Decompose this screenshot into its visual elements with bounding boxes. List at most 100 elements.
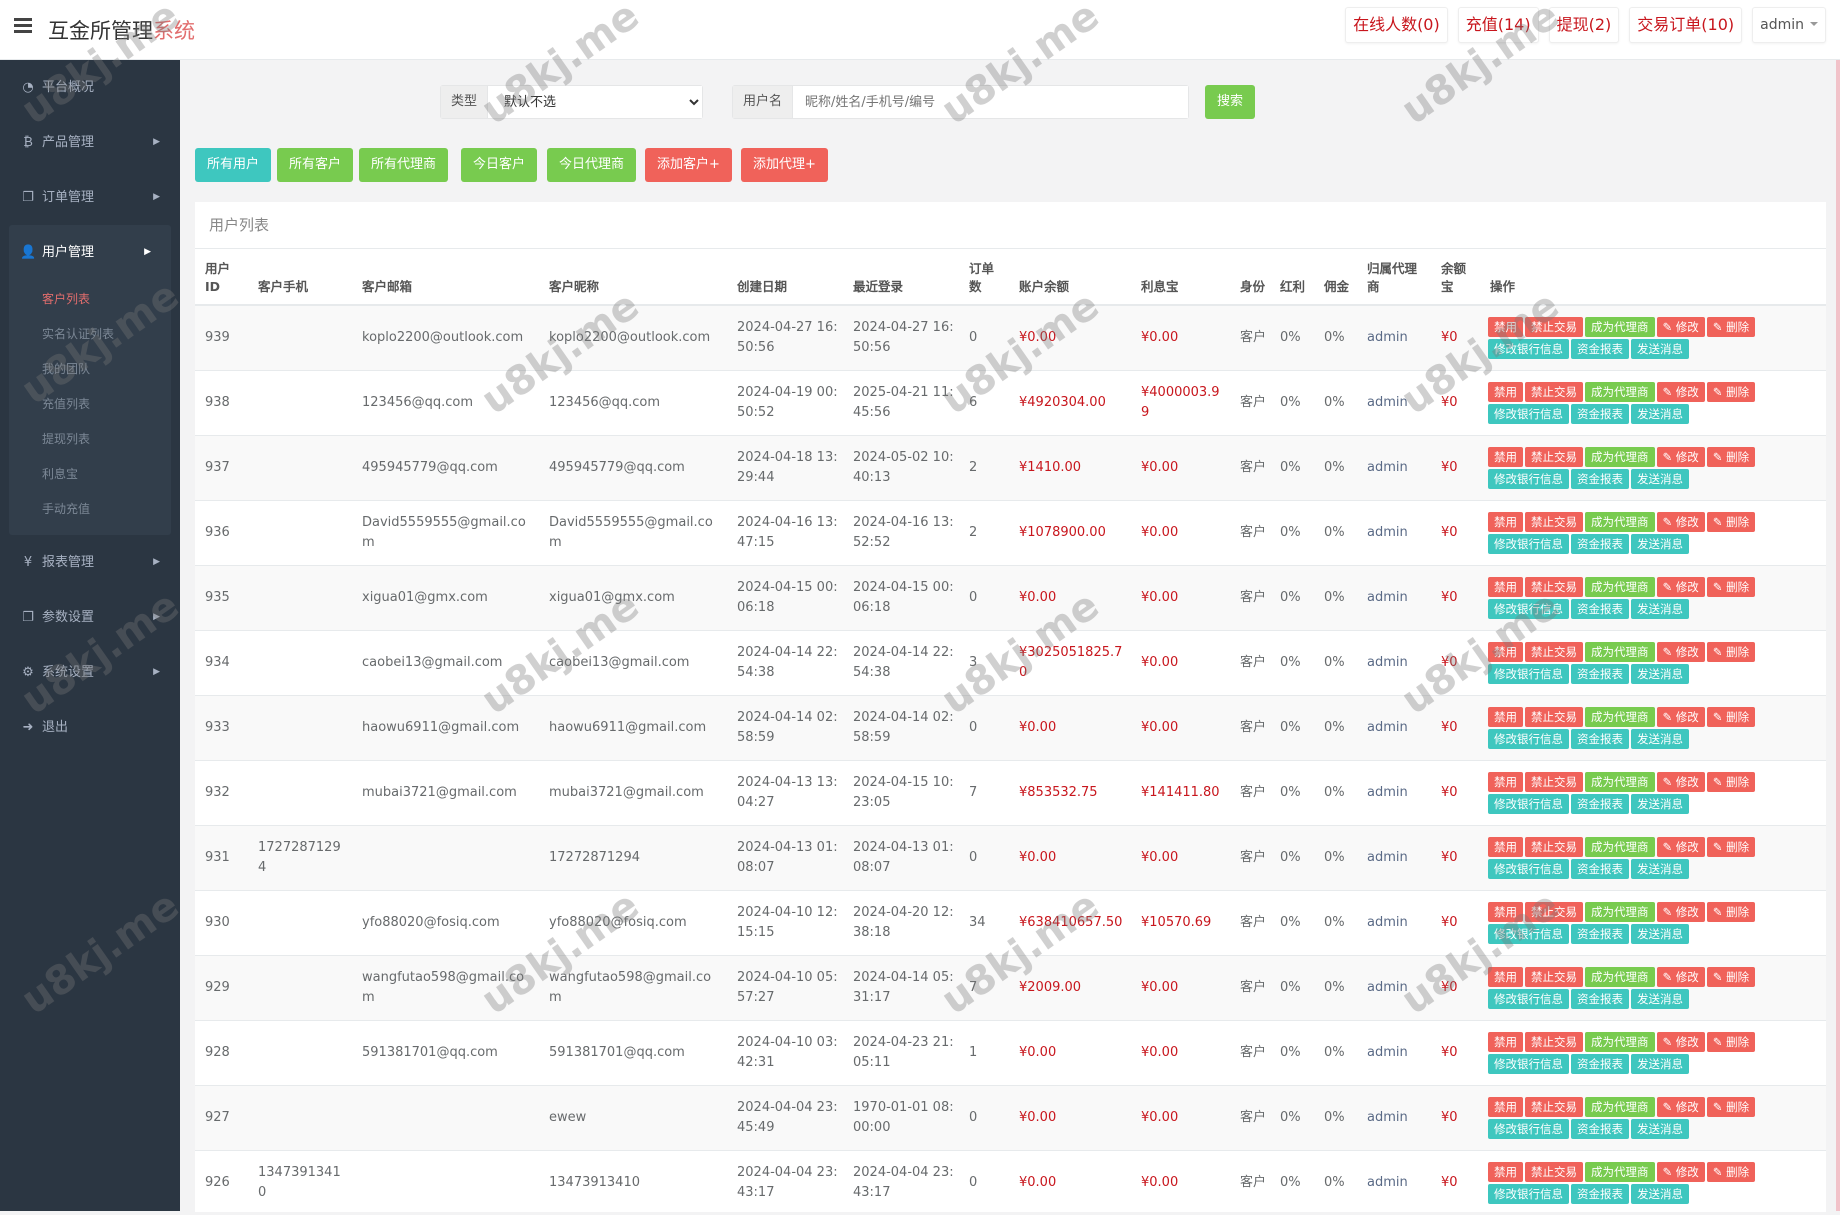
action-button[interactable]: 发送消息 <box>1631 403 1689 424</box>
action-button[interactable]: 发送消息 <box>1631 533 1689 554</box>
action-button[interactable]: 发送消息 <box>1631 1053 1689 1074</box>
action-button[interactable]: 禁用 <box>1488 836 1523 857</box>
action-button[interactable]: 修改银行信息 <box>1488 403 1569 424</box>
filter-button[interactable]: 今日客户 <box>461 148 538 182</box>
sidebar-item[interactable]: ❐ 订单管理 ▶ <box>0 170 180 225</box>
action-button[interactable]: ✎ 删除 <box>1706 446 1756 467</box>
action-button[interactable]: 成为代理商 <box>1585 316 1655 337</box>
filter-button[interactable]: 所有客户 <box>277 148 354 182</box>
action-button[interactable]: 修改银行信息 <box>1488 793 1569 814</box>
sidebar-item[interactable]: ₿ 产品管理 ▶ <box>0 115 180 170</box>
action-button[interactable]: 修改银行信息 <box>1488 663 1569 684</box>
action-button[interactable]: 资金报表 <box>1571 793 1629 814</box>
action-button[interactable]: ✎ 修改 <box>1656 641 1705 662</box>
scrollbar[interactable] <box>1836 60 1840 1211</box>
action-button[interactable]: 禁用 <box>1488 576 1523 597</box>
action-button[interactable]: 发送消息 <box>1631 988 1689 1009</box>
action-button[interactable]: ✎ 删除 <box>1706 966 1756 987</box>
action-button[interactable]: 发送消息 <box>1631 468 1689 489</box>
action-button[interactable]: 修改银行信息 <box>1488 1183 1569 1204</box>
action-button[interactable]: 资金报表 <box>1571 728 1629 749</box>
action-button[interactable]: ✎ 修改 <box>1656 511 1705 532</box>
action-button[interactable]: 资金报表 <box>1571 858 1629 879</box>
action-button[interactable]: 成为代理商 <box>1585 1096 1655 1117</box>
action-button[interactable]: ✎ 修改 <box>1656 836 1705 857</box>
action-button[interactable]: 修改银行信息 <box>1488 1053 1569 1074</box>
action-button[interactable]: 成为代理商 <box>1585 446 1655 467</box>
submenu-item[interactable]: 我的团队 <box>42 362 91 376</box>
filter-button[interactable]: 添加客户+ <box>645 148 732 182</box>
action-button[interactable]: 发送消息 <box>1631 728 1689 749</box>
action-button[interactable]: 禁用 <box>1488 771 1523 792</box>
action-button[interactable]: 禁止交易 <box>1525 901 1583 922</box>
action-button[interactable]: 禁用 <box>1488 316 1523 337</box>
submenu-item[interactable]: 利息宝 <box>42 467 79 481</box>
action-button[interactable]: ✎ 修改 <box>1656 901 1705 922</box>
filter-button[interactable]: 今日代理商 <box>547 148 637 182</box>
action-button[interactable]: ✎ 修改 <box>1656 966 1705 987</box>
action-button[interactable]: 禁止交易 <box>1525 771 1583 792</box>
submenu-item[interactable]: 提现列表 <box>42 432 91 446</box>
action-button[interactable]: 资金报表 <box>1571 1118 1629 1139</box>
action-button[interactable]: 资金报表 <box>1571 598 1629 619</box>
action-button[interactable]: ✎ 删除 <box>1706 641 1756 662</box>
action-button[interactable]: ✎ 删除 <box>1706 381 1756 402</box>
action-button[interactable]: 禁止交易 <box>1525 576 1583 597</box>
action-button[interactable]: 资金报表 <box>1571 923 1629 944</box>
action-button[interactable]: 资金报表 <box>1571 533 1629 554</box>
admin-dropdown[interactable]: admin <box>1752 7 1826 43</box>
action-button[interactable]: 禁用 <box>1488 966 1523 987</box>
action-button[interactable]: ✎ 修改 <box>1656 381 1705 402</box>
action-button[interactable]: 成为代理商 <box>1585 511 1655 532</box>
submenu-item[interactable]: 客户列表 <box>42 292 91 306</box>
action-button[interactable]: 成为代理商 <box>1585 1031 1655 1052</box>
action-button[interactable]: 修改银行信息 <box>1488 728 1569 749</box>
filter-button[interactable]: 所有代理商 <box>359 148 449 182</box>
action-button[interactable]: 资金报表 <box>1571 338 1629 359</box>
action-button[interactable]: 修改银行信息 <box>1488 1118 1569 1139</box>
action-button[interactable]: ✎ 删除 <box>1706 316 1756 337</box>
action-button[interactable]: 成为代理商 <box>1585 576 1655 597</box>
action-button[interactable]: 资金报表 <box>1571 468 1629 489</box>
menu-toggle-icon[interactable] <box>14 18 32 34</box>
online-users-button[interactable]: 在线人数(0) <box>1345 7 1448 43</box>
action-button[interactable]: 修改银行信息 <box>1488 858 1569 879</box>
action-button[interactable]: 禁止交易 <box>1525 836 1583 857</box>
action-button[interactable]: 禁用 <box>1488 1031 1523 1052</box>
action-button[interactable]: 资金报表 <box>1571 663 1629 684</box>
action-button[interactable]: ✎ 修改 <box>1656 706 1705 727</box>
action-button[interactable]: 禁用 <box>1488 1161 1523 1182</box>
type-select[interactable]: 默认不选 <box>488 86 702 118</box>
action-button[interactable]: 禁止交易 <box>1525 966 1583 987</box>
action-button[interactable]: 修改银行信息 <box>1488 988 1569 1009</box>
withdraw-button[interactable]: 提现(2) <box>1548 7 1620 43</box>
action-button[interactable]: 禁止交易 <box>1525 706 1583 727</box>
action-button[interactable]: 修改银行信息 <box>1488 338 1569 359</box>
action-button[interactable]: 禁用 <box>1488 1096 1523 1117</box>
action-button[interactable]: 修改银行信息 <box>1488 598 1569 619</box>
action-button[interactable]: 禁止交易 <box>1525 641 1583 662</box>
action-button[interactable]: 成为代理商 <box>1585 381 1655 402</box>
action-button[interactable]: 发送消息 <box>1631 598 1689 619</box>
action-button[interactable]: ✎ 修改 <box>1656 316 1705 337</box>
action-button[interactable]: 发送消息 <box>1631 923 1689 944</box>
action-button[interactable]: ✎ 删除 <box>1706 1031 1756 1052</box>
submenu-item[interactable]: 手动充值 <box>42 502 91 516</box>
filter-button[interactable]: 添加代理+ <box>741 148 828 182</box>
action-button[interactable]: ✎ 修改 <box>1656 1161 1705 1182</box>
action-button[interactable]: 资金报表 <box>1571 403 1629 424</box>
action-button[interactable]: 禁用 <box>1488 446 1523 467</box>
action-button[interactable]: 禁用 <box>1488 511 1523 532</box>
action-button[interactable]: ✎ 修改 <box>1656 771 1705 792</box>
action-button[interactable]: 成为代理商 <box>1585 966 1655 987</box>
action-button[interactable]: ✎ 删除 <box>1706 706 1756 727</box>
search-button[interactable]: 搜索 <box>1205 85 1256 119</box>
action-button[interactable]: ✎ 修改 <box>1656 1096 1705 1117</box>
action-button[interactable]: 禁止交易 <box>1525 511 1583 532</box>
action-button[interactable]: 资金报表 <box>1571 1183 1629 1204</box>
action-button[interactable]: 成为代理商 <box>1585 771 1655 792</box>
action-button[interactable]: ✎ 修改 <box>1656 446 1705 467</box>
action-button[interactable]: 资金报表 <box>1571 1053 1629 1074</box>
action-button[interactable]: 资金报表 <box>1571 988 1629 1009</box>
action-button[interactable]: ✎ 删除 <box>1706 511 1756 532</box>
